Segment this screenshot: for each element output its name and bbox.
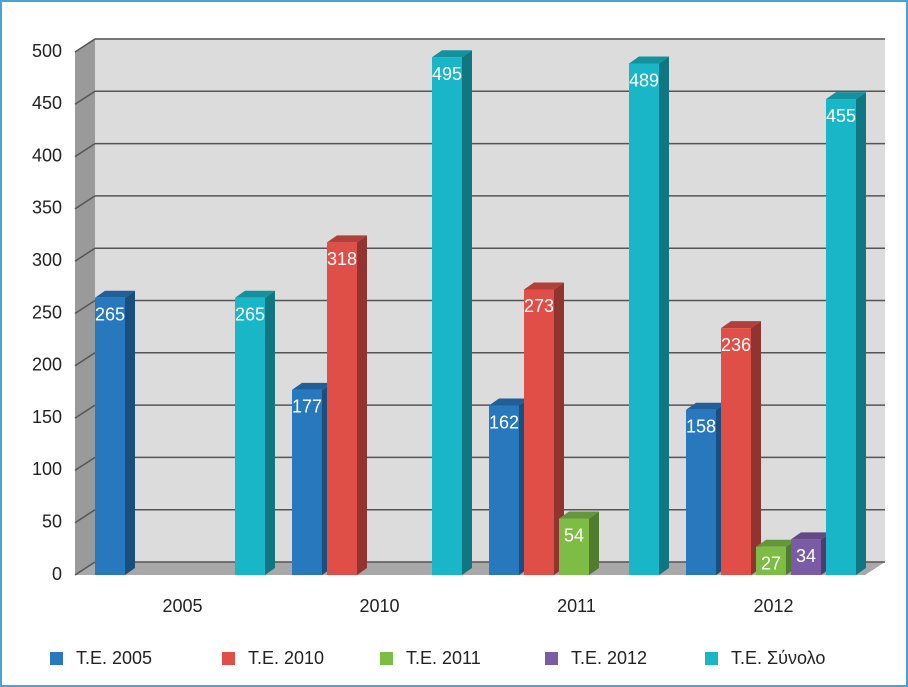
bar bbox=[826, 99, 856, 575]
grid-line bbox=[74, 247, 96, 262]
x-tick-label: 2011 bbox=[557, 596, 596, 616]
bar bbox=[432, 57, 462, 576]
grid-line bbox=[74, 142, 96, 158]
bar-side bbox=[659, 56, 669, 576]
y-tick-label: 500 bbox=[32, 41, 62, 61]
bar bbox=[756, 546, 786, 575]
grid-line bbox=[74, 352, 96, 367]
bar-side bbox=[554, 282, 564, 575]
bar-top bbox=[756, 539, 796, 547]
bar-side bbox=[357, 235, 367, 575]
y-tick-label: 250 bbox=[32, 302, 62, 322]
value-label: 236 bbox=[721, 335, 751, 355]
x-tick-label: 2012 bbox=[753, 596, 793, 616]
bar bbox=[559, 518, 589, 575]
bar bbox=[524, 289, 554, 575]
value-label: 34 bbox=[796, 546, 816, 566]
legend-label: Τ.Ε. Σύνολο bbox=[731, 648, 825, 668]
y-tick-label: 150 bbox=[32, 407, 62, 427]
grid-line bbox=[74, 38, 96, 53]
y-tick-label: 450 bbox=[32, 93, 62, 113]
legend-label: Τ.Ε. 2012 bbox=[571, 648, 647, 668]
bar-top bbox=[524, 282, 564, 290]
legend-label: Τ.Ε. 2011 bbox=[406, 648, 481, 668]
legend-swatch bbox=[50, 652, 63, 665]
value-label: 273 bbox=[524, 296, 554, 316]
bar-side bbox=[462, 50, 472, 576]
value-label: 455 bbox=[826, 106, 856, 126]
bar-top bbox=[826, 92, 866, 100]
grid-line bbox=[74, 561, 96, 576]
value-label: 495 bbox=[432, 64, 462, 84]
grid-line bbox=[74, 90, 96, 105]
value-label: 265 bbox=[95, 305, 125, 325]
legend-swatch bbox=[222, 652, 235, 665]
bar bbox=[686, 409, 716, 575]
value-label: 177 bbox=[292, 397, 322, 417]
bar-top bbox=[432, 50, 472, 58]
x-tick-label: 2005 bbox=[162, 596, 202, 616]
grid-line bbox=[74, 299, 96, 315]
value-label: 54 bbox=[564, 525, 584, 545]
bar-side bbox=[751, 321, 761, 575]
bar-side bbox=[125, 290, 135, 575]
bar bbox=[292, 389, 322, 575]
bar bbox=[791, 539, 821, 575]
legend-swatch bbox=[705, 652, 718, 665]
bar bbox=[721, 328, 751, 575]
legend-swatch bbox=[545, 652, 558, 665]
bar-top bbox=[327, 235, 367, 243]
bar-top bbox=[791, 532, 831, 540]
bar bbox=[327, 242, 357, 575]
bar bbox=[629, 63, 659, 575]
y-tick-label: 400 bbox=[32, 145, 62, 165]
bar-top bbox=[489, 398, 529, 406]
bar-side bbox=[856, 92, 866, 575]
bar-top bbox=[686, 402, 726, 410]
value-label: 489 bbox=[629, 70, 659, 90]
y-tick-label: 100 bbox=[32, 459, 62, 479]
value-label: 162 bbox=[489, 412, 519, 432]
grid-line bbox=[74, 195, 96, 210]
bar-top bbox=[235, 290, 275, 298]
floor bbox=[75, 562, 885, 575]
bar-side bbox=[265, 290, 275, 575]
y-tick-label: 300 bbox=[32, 250, 62, 270]
bar-top bbox=[721, 321, 761, 329]
y-tick-label: 350 bbox=[32, 198, 62, 218]
bar-top bbox=[559, 511, 599, 519]
legend-swatch bbox=[380, 652, 393, 665]
bar-top bbox=[95, 290, 135, 298]
grid-line bbox=[74, 509, 96, 524]
y-tick-label: 0 bbox=[52, 564, 62, 584]
bar bbox=[489, 405, 519, 575]
legend-label: Τ.Ε. 2005 bbox=[76, 648, 152, 668]
value-label: 158 bbox=[686, 416, 716, 436]
x-tick-label: 2010 bbox=[359, 596, 399, 616]
bar-top bbox=[292, 382, 332, 390]
bar bbox=[95, 297, 125, 575]
grid-line bbox=[74, 456, 96, 472]
y-tick-label: 200 bbox=[32, 355, 62, 375]
bar-side bbox=[589, 511, 599, 575]
y-tick-label: 50 bbox=[42, 511, 62, 531]
grid-line bbox=[74, 404, 96, 419]
value-label: 318 bbox=[327, 249, 357, 269]
bar-top bbox=[629, 56, 669, 64]
legend-label: Τ.Ε. 2010 bbox=[248, 648, 324, 668]
value-label: 27 bbox=[761, 554, 781, 574]
bar bbox=[235, 297, 265, 575]
value-label: 265 bbox=[235, 305, 265, 325]
